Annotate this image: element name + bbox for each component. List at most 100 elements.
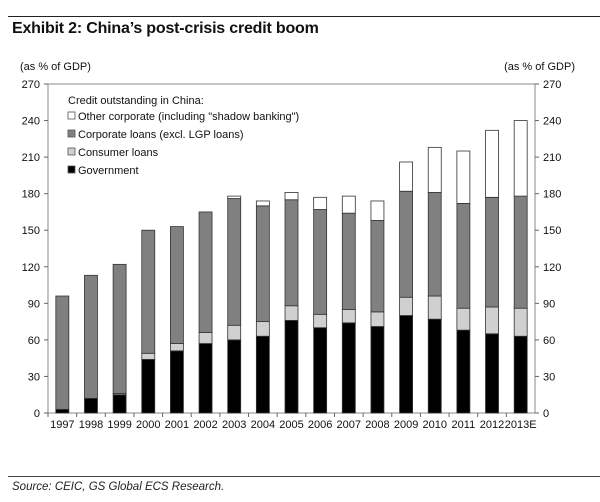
bar-segment-government (84, 397, 98, 414)
bar-segment-government (284, 319, 299, 414)
bar-segment-government (485, 333, 499, 414)
bar-segment-corporate (170, 226, 184, 344)
right-tick-label: 240 (543, 116, 561, 128)
bar-segment-government (227, 339, 242, 414)
left-tick-label: 150 (22, 225, 40, 237)
right-tick-label: 0 (543, 408, 549, 420)
bar-segment-other (456, 150, 471, 204)
x-tick-label: 2000 (136, 419, 160, 431)
bar-segment-consumer (341, 309, 356, 324)
x-tick-label: 2003 (222, 419, 246, 431)
bar-segment-other (341, 195, 356, 214)
bar-segment-corporate (427, 192, 442, 297)
bar-segment-government (370, 326, 385, 414)
bar-segment-government (399, 315, 413, 414)
legend-title: Credit outstanding in China: (68, 95, 204, 107)
bar-segment-corporate (513, 195, 528, 309)
bar-segment-consumer (255, 321, 270, 337)
bar-segment-corporate (456, 203, 471, 309)
left-tick-label: 240 (22, 116, 40, 128)
x-tick-label: 2007 (337, 419, 361, 431)
bar-segment-other (227, 195, 242, 199)
bar-segment-corporate (255, 205, 270, 323)
bar-segment-other (513, 120, 528, 197)
bar-segment-consumer (427, 295, 442, 320)
x-tick-label: 2011 (452, 419, 476, 431)
x-tick-label: 2012 (480, 419, 504, 431)
bar-segment-consumer (284, 305, 299, 321)
bar-segment-other (370, 200, 385, 221)
bar-segment-corporate (198, 211, 213, 333)
right-tick-label: 270 (543, 79, 561, 91)
x-tick-label: 2002 (193, 419, 217, 431)
legend-swatch (67, 129, 76, 138)
bar-segment-corporate (227, 198, 242, 326)
right-tick-label: 180 (543, 189, 561, 201)
x-tick-label: 1997 (50, 419, 74, 431)
bar-segment-corporate (399, 190, 413, 298)
bar-segment-consumer (227, 324, 242, 341)
bar-segment-consumer (456, 307, 471, 331)
bar-segment-consumer (370, 311, 385, 327)
x-tick-label: 2008 (365, 419, 389, 431)
bar-segment-corporate (313, 209, 328, 315)
bar-segment-other (255, 200, 270, 207)
right-tick-label: 150 (543, 225, 561, 237)
bar-segment-corporate (141, 229, 156, 354)
bar-segment-government (313, 327, 328, 414)
bar-segment-corporate (55, 295, 70, 410)
bar-segment-government (170, 350, 184, 414)
legend-swatch (67, 165, 76, 174)
right-tick-label: 60 (543, 335, 555, 347)
bar-segment-corporate (284, 199, 299, 307)
x-tick-label: 2006 (308, 419, 332, 431)
bar-segment-consumer (170, 343, 184, 352)
bar-segment-government (513, 335, 528, 414)
bar-segment-other (485, 129, 499, 198)
bar-segment-consumer (141, 352, 156, 360)
legend-swatch (67, 111, 76, 120)
left-tick-label: 90 (28, 298, 40, 310)
bottom-rule (8, 476, 600, 477)
bar-segment-other (313, 196, 328, 210)
left-tick-label: 270 (22, 79, 40, 91)
source-note: Source: CEIC, GS Global ECS Research. (12, 481, 225, 493)
x-tick-label: 2010 (422, 419, 446, 431)
left-tick-label: 180 (22, 189, 40, 201)
bar-segment-consumer (485, 306, 499, 335)
left-tick-label: 120 (22, 262, 40, 274)
x-tick-label: 2004 (251, 419, 275, 431)
bar-segment-corporate (112, 263, 127, 394)
bar-segment-government (112, 394, 127, 414)
left-axis-label: (as % of GDP) (20, 61, 91, 73)
right-tick-label: 30 (543, 371, 555, 383)
bar-segment-government (255, 335, 270, 414)
bar-segment-consumer (313, 313, 328, 329)
bar-segment-corporate (341, 212, 356, 310)
right-tick-label: 90 (543, 298, 555, 310)
x-tick-label: 2009 (394, 419, 418, 431)
bar-segment-other (427, 146, 442, 193)
x-tick-label: 1999 (107, 419, 131, 431)
legend-entry: Government (78, 165, 139, 177)
right-axis-label: (as % of GDP) (504, 61, 575, 73)
bar-segment-corporate (84, 274, 98, 399)
exhibit-title: Exhibit 2: China’s post-crisis credit bo… (12, 20, 319, 37)
left-tick-label: 60 (28, 335, 40, 347)
left-tick-label: 210 (22, 152, 40, 164)
legend-entry: Corporate loans (excl. LGP loans) (78, 129, 244, 141)
x-tick-label: 1998 (79, 419, 103, 431)
left-tick-label: 0 (34, 408, 40, 420)
stacked-bar-chart: (as % of GDP) (as % of GDP) 0 0 30 30 60 60 90 90… (20, 61, 575, 431)
legend-entry: Consumer loans (78, 147, 159, 159)
bar-segment-consumer (513, 307, 528, 337)
x-tick-label: 2013E (505, 419, 537, 431)
top-rule (8, 16, 600, 17)
bar-segment-government (456, 329, 471, 414)
bar-segment-government (55, 408, 70, 414)
bar-segment-other (284, 192, 299, 201)
right-tick-label: 210 (543, 152, 561, 164)
bar-segment-corporate (370, 220, 385, 313)
bar-segment-corporate (485, 196, 499, 308)
